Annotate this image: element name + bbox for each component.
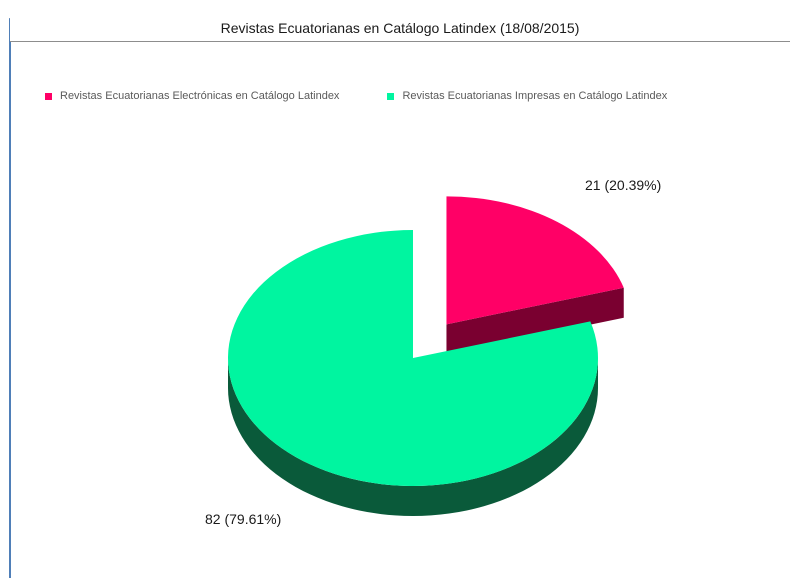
pie-slice-impresas	[228, 230, 599, 487]
legend-label-impresas: Revistas Ecuatorianas Impresas en Catálo…	[402, 90, 668, 102]
legend-item-impresas: Revistas Ecuatorianas Impresas en Catálo…	[387, 90, 667, 102]
chart-title: Revistas Ecuatorianas en Catálogo Latind…	[220, 20, 580, 36]
legend-label-electronicas: Revistas Ecuatorianas Electrónicas en Ca…	[60, 90, 340, 102]
chart-legend: Revistas Ecuatorianas Electrónicas en Ca…	[45, 90, 667, 102]
legend-swatch-impresas	[387, 92, 395, 100]
pie-chart: 21 (20.39%) 82 (79.61%)	[205, 177, 661, 527]
legend-swatch-electronicas	[45, 92, 52, 100]
pie-side-impresas	[228, 358, 598, 516]
data-label-impresas: 82 (79.61%)	[205, 511, 281, 527]
data-label-electronicas: 21 (20.39%)	[585, 177, 661, 193]
pie-cut-electronicas	[446, 287, 624, 355]
chart-title-bar: Revistas Ecuatorianas en Catálogo Latind…	[10, 18, 790, 42]
pie-slice-electronicas	[446, 196, 624, 325]
legend-item-electronicas: Revistas Ecuatorianas Electrónicas en Ca…	[45, 90, 339, 102]
